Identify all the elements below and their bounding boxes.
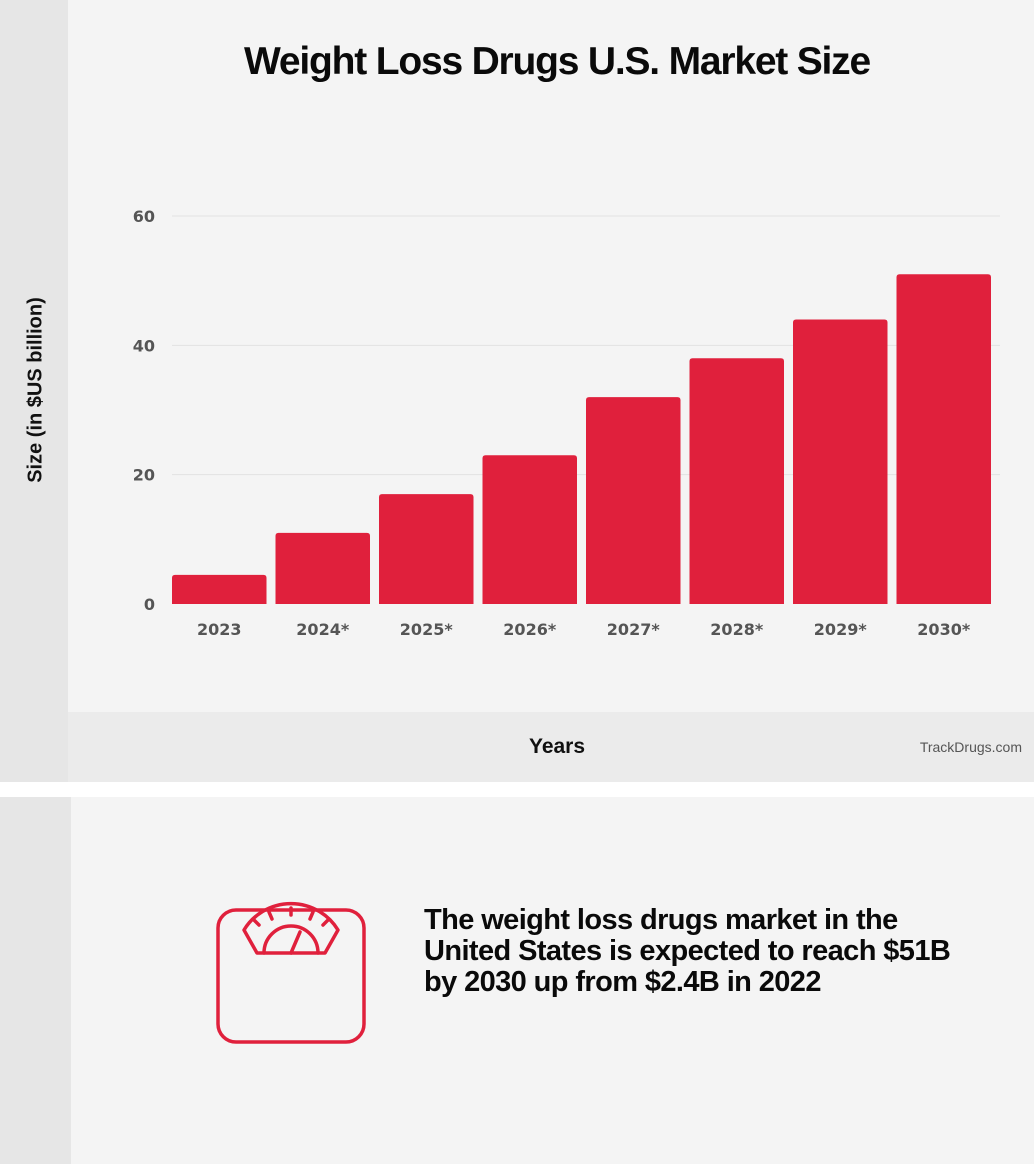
y-tick-labels: 0 20 40 60: [133, 207, 155, 614]
y-tick-label: 60: [133, 207, 155, 226]
summary-side-strip: [0, 797, 71, 1164]
bar-2029: [793, 319, 888, 604]
bar-2024: [275, 532, 370, 604]
x-tick-label: 2024*: [296, 620, 350, 639]
bar-2028: [689, 358, 784, 604]
weighing-scale-icon: [216, 901, 366, 1044]
bar-2025: [379, 494, 474, 604]
bar-2026: [482, 455, 577, 604]
summary-panel: [0, 797, 1034, 1164]
x-tick-label: 2025*: [400, 620, 454, 639]
chart-side-strip: [0, 0, 68, 782]
bar-2030: [896, 274, 991, 604]
bars: [172, 274, 991, 604]
bar-2023: [172, 574, 267, 604]
x-axis-label: Years: [528, 735, 586, 758]
x-tick-label: 2028*: [710, 620, 764, 639]
summary-text: The weight loss drugs market in the Unit…: [424, 904, 951, 998]
y-tick-label: 40: [133, 336, 155, 355]
x-tick-label: 2029*: [814, 620, 868, 639]
x-tick-label: 2027*: [607, 620, 661, 639]
y-tick-label: 0: [144, 595, 155, 614]
chart-footer-band: [68, 712, 1034, 782]
y-tick-label: 20: [133, 466, 155, 485]
x-tick-label: 2023: [197, 620, 242, 639]
chart-title: Weight Loss Drugs U.S. Market Size: [244, 40, 871, 83]
x-tick-label: 2030*: [917, 620, 971, 639]
source-credit: TrackDrugs.com: [919, 739, 1022, 755]
x-tick-label: 2026*: [503, 620, 557, 639]
bar-2027: [586, 397, 681, 604]
x-tick-labels: 2023 2024* 2025* 2026* 2027* 2028* 2029* 2030*: [197, 620, 971, 639]
